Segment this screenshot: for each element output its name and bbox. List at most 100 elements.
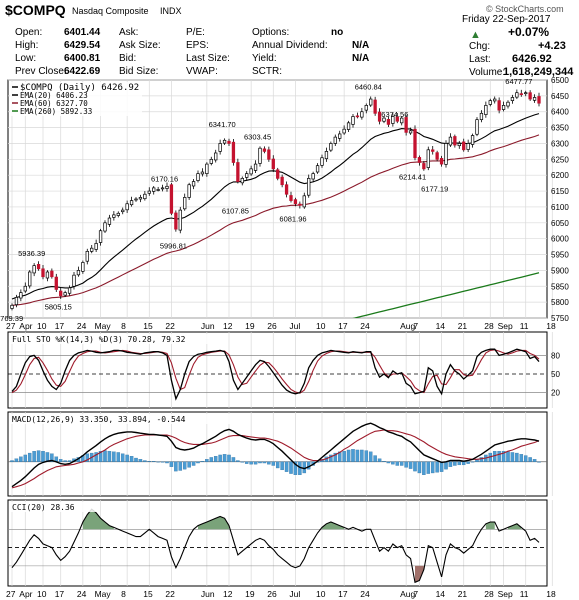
candle — [152, 187, 156, 192]
candle — [346, 122, 351, 130]
macd-hist-bar — [36, 450, 41, 462]
macd-hist-bar — [506, 451, 510, 462]
candle — [395, 116, 399, 122]
candle — [532, 97, 537, 101]
candle — [462, 141, 466, 151]
candle — [519, 93, 523, 95]
candle — [510, 97, 515, 101]
cci-overbought-fill — [198, 516, 229, 530]
macd-hist-bar — [351, 449, 355, 462]
candle — [537, 96, 541, 104]
price-annotation: 5936.39 — [18, 249, 45, 258]
yield-value: N/A — [352, 53, 370, 64]
watermark: © StockCharts.com — [486, 4, 564, 14]
candle — [271, 158, 275, 170]
x-tick-label-bottom: 15 — [143, 589, 153, 599]
ema60-line — [11, 134, 540, 306]
candle — [10, 304, 14, 309]
macd-hist-bar — [417, 461, 422, 474]
price-annotation: 6303.45 — [244, 132, 271, 141]
ask-size-label: Ask Size: — [119, 40, 161, 51]
x-tick-label: 24 — [77, 321, 87, 331]
price-tick-label: 5800 — [551, 298, 569, 307]
candle — [298, 203, 302, 206]
macd-hist-bar — [14, 458, 19, 462]
macd-hist-bar — [178, 461, 183, 471]
candle — [81, 262, 85, 272]
macd-hist-bar — [63, 460, 67, 462]
price-tick-label: 6400 — [551, 108, 569, 117]
macd-hist-bar — [200, 461, 205, 462]
macd-hist-bar — [120, 453, 125, 462]
sctr-label: SCTR: — [252, 66, 282, 77]
macd-hist-bar — [19, 456, 23, 462]
macd-hist-bar — [134, 457, 138, 462]
candle — [528, 92, 532, 100]
candle — [444, 143, 448, 165]
candle — [524, 92, 528, 95]
macd-hist-bar — [399, 461, 404, 466]
cci-overbought-fill — [82, 509, 114, 530]
macd-hist-bar — [262, 461, 267, 464]
candle — [373, 99, 377, 114]
candle — [293, 199, 298, 205]
candle — [121, 209, 125, 213]
sto-pk-line — [11, 348, 540, 401]
macd-hist-bar — [289, 461, 293, 474]
candle — [391, 116, 395, 124]
sto-tick-label: 50 — [551, 370, 560, 379]
volume-value: 1,618,249,344 — [503, 66, 574, 78]
macd-hist-bar — [448, 461, 453, 467]
sto-legend: Full STO %K(14,3) %D(3) 70.28, 79.32 — [12, 335, 186, 344]
x-tick-label: 8 — [121, 321, 126, 331]
ema260-line — [352, 272, 540, 318]
candle — [112, 214, 116, 218]
candle — [289, 195, 293, 201]
candle — [457, 143, 461, 147]
macd-hist-bar — [413, 461, 417, 472]
candle — [50, 270, 54, 278]
macd-hist-bar — [497, 451, 501, 462]
candle — [138, 197, 143, 200]
candle — [439, 158, 444, 165]
x-tick-label-bottom: 10 — [37, 589, 47, 599]
macd-hist-bar — [209, 457, 214, 462]
macd-hist-bar — [342, 451, 346, 462]
x-tick-label: Jun — [201, 321, 215, 331]
candle — [236, 162, 240, 182]
macd-hist-bar — [32, 451, 36, 462]
candle — [178, 209, 182, 231]
candle — [231, 141, 236, 163]
macd-hist-bar — [408, 461, 413, 469]
pe-label: P/E: — [186, 27, 205, 38]
x-tick-label-bottom: 17 — [338, 589, 348, 599]
candle — [103, 222, 107, 232]
macd-hist-bar — [94, 452, 98, 462]
candle — [497, 100, 501, 111]
price-tick-label: 6450 — [551, 92, 569, 101]
price-legend-entry: EMA(20) 6406.23 — [20, 91, 88, 100]
x-tick-label-bottom: Apr — [19, 589, 32, 599]
ask-label: Ask: — [119, 27, 139, 38]
candle — [475, 119, 479, 135]
macd-signal-line — [11, 429, 540, 489]
macd-hist-bar — [23, 454, 28, 462]
x-tick-label-bottom: 26 — [267, 589, 277, 599]
candle — [156, 189, 160, 191]
candle — [262, 148, 267, 152]
x-tick-label-bottom: Jul — [289, 589, 300, 599]
candle — [249, 168, 253, 175]
candle — [245, 173, 249, 178]
candle — [205, 163, 209, 174]
candle — [160, 187, 165, 190]
price-annotation: 6214.41 — [399, 173, 426, 182]
x-tick-label: 17 — [55, 321, 65, 331]
macd-hist-bar — [116, 452, 121, 462]
quote-date: Friday 22-Sep-2017 — [462, 14, 551, 25]
candle — [85, 251, 89, 262]
candle — [506, 101, 510, 107]
index-name: Nasdaq Composite — [72, 6, 149, 16]
yield-label: Yield: — [252, 53, 277, 64]
price-tick-label: 5850 — [551, 282, 569, 291]
macd-hist-bar — [236, 460, 240, 462]
